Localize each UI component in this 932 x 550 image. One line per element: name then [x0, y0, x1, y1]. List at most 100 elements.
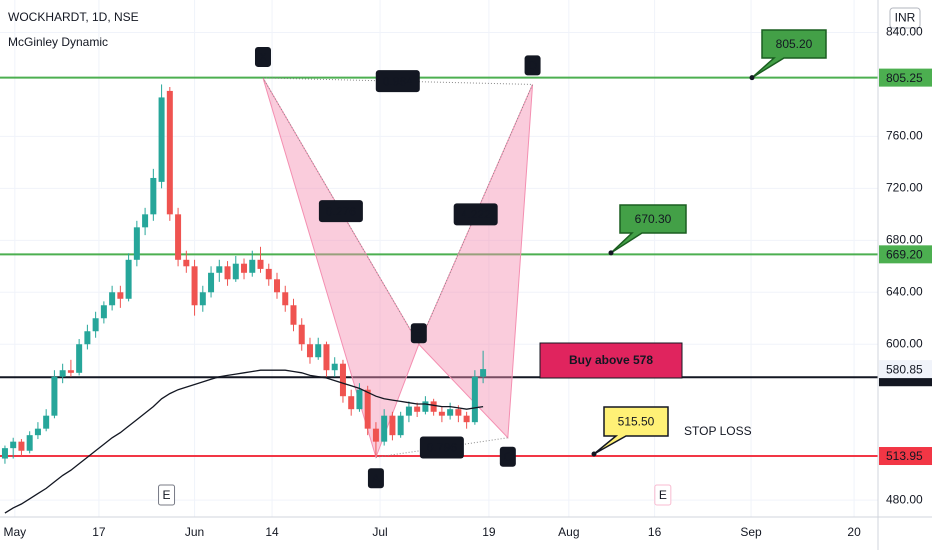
candle-body — [389, 415, 396, 436]
candle-body — [67, 370, 74, 373]
x-tick-label: 16 — [648, 525, 662, 539]
x-tick-label: 17 — [92, 525, 106, 539]
candle-body — [339, 363, 346, 397]
ratio-box — [419, 436, 464, 459]
callout — [610, 204, 687, 254]
buy-annotation: Buy above 578 — [569, 353, 653, 367]
pattern-point-label: C — [504, 450, 513, 464]
callout-label: 805.20 — [776, 37, 813, 51]
chart-title: WOCKHARDT, 1D, NSE — [8, 10, 139, 24]
candle-body — [397, 415, 404, 436]
event-marker — [654, 484, 672, 506]
candle-body — [315, 344, 322, 358]
ratio-label: 0.796 — [427, 441, 457, 455]
candle-body — [463, 415, 470, 423]
candle-body — [455, 409, 462, 416]
x-tick-label: 14 — [265, 525, 279, 539]
candle-body — [183, 259, 190, 267]
candle-body — [447, 409, 454, 416]
candle-body — [471, 376, 478, 423]
ratio-label: 0.276 — [326, 204, 356, 218]
last-price-label: 580.85 — [886, 362, 923, 376]
candle-body — [150, 177, 157, 215]
price-label: 805.25 — [886, 71, 923, 85]
x-tick-label: Jun — [185, 525, 204, 539]
y-tick-label: 720.00 — [886, 181, 923, 195]
y-tick-label: 480.00 — [886, 492, 923, 506]
price-label-box — [879, 68, 932, 87]
price-label-box — [879, 245, 932, 264]
candle-body — [372, 428, 379, 442]
pattern-point-box — [524, 55, 541, 76]
callout — [593, 406, 669, 455]
x-tick-label: Aug — [558, 525, 579, 539]
candle-body — [125, 259, 132, 299]
candle-body — [1, 448, 8, 459]
pattern-point-label: A — [372, 471, 380, 485]
callout-label: 515.50 — [618, 415, 655, 429]
candle-body — [76, 344, 83, 373]
callout — [751, 29, 827, 79]
candle-body — [175, 214, 182, 260]
candle-body — [51, 376, 58, 416]
candle-body — [323, 344, 330, 371]
stop-loss-annotation: STOP LOSS — [684, 424, 752, 438]
y-tick-label: 600.00 — [886, 336, 923, 350]
candle-body — [356, 389, 363, 410]
y-tick-label: 640.00 — [886, 284, 923, 298]
candle-body — [348, 396, 355, 410]
candle-body — [109, 292, 116, 306]
candle-body — [290, 305, 297, 325]
candle-body — [216, 266, 223, 273]
candle-body — [142, 214, 149, 228]
candle-body — [166, 90, 173, 215]
candle-body — [92, 318, 99, 332]
candle-body — [191, 266, 198, 306]
x-tick-label: Sep — [740, 525, 762, 539]
candle-body — [84, 331, 91, 345]
candle-body — [274, 279, 281, 293]
callout-tip — [608, 250, 614, 256]
candle-body — [364, 389, 371, 429]
candle-body — [208, 272, 215, 293]
pattern-point-box — [410, 323, 427, 344]
candle-body — [422, 401, 429, 412]
pattern-point-box — [367, 468, 384, 489]
candle-body — [10, 441, 17, 449]
indicator-line — [4, 369, 484, 514]
candle-body — [232, 263, 239, 280]
candle-body — [26, 435, 33, 451]
candle-body — [480, 369, 487, 377]
candle-body — [282, 292, 289, 306]
x-tick-label: 19 — [482, 525, 496, 539]
callout-label: 670.30 — [635, 212, 672, 226]
ratio-label: 4.222 — [461, 208, 491, 222]
candle-body — [59, 370, 66, 377]
candle-body — [306, 344, 313, 358]
callout-tip — [591, 451, 597, 457]
ratio-box — [318, 200, 363, 223]
indicator-name: McGinley Dynamic — [8, 35, 108, 49]
candle-body — [381, 415, 388, 442]
ratio-label: 0.984 — [383, 74, 413, 88]
candle-body — [241, 263, 248, 273]
candle-body — [34, 428, 41, 436]
price-label: 513.95 — [886, 449, 923, 463]
currency-box[interactable] — [889, 7, 921, 29]
candle-body — [405, 406, 412, 416]
callout-tip — [749, 75, 755, 81]
currency: INR — [895, 11, 916, 25]
candle-body — [257, 259, 264, 269]
plot-area — [0, 76, 878, 514]
x-tick-label: Jul — [372, 525, 387, 539]
candle-body — [430, 401, 437, 412]
x-tick-label: May — [4, 525, 27, 539]
pattern-point-box — [499, 446, 516, 467]
candle-body — [158, 97, 165, 182]
candle-body — [249, 259, 256, 273]
candle-body — [117, 292, 124, 299]
candle-body — [199, 292, 206, 306]
event-marker — [158, 484, 176, 506]
candle-body — [43, 415, 50, 429]
